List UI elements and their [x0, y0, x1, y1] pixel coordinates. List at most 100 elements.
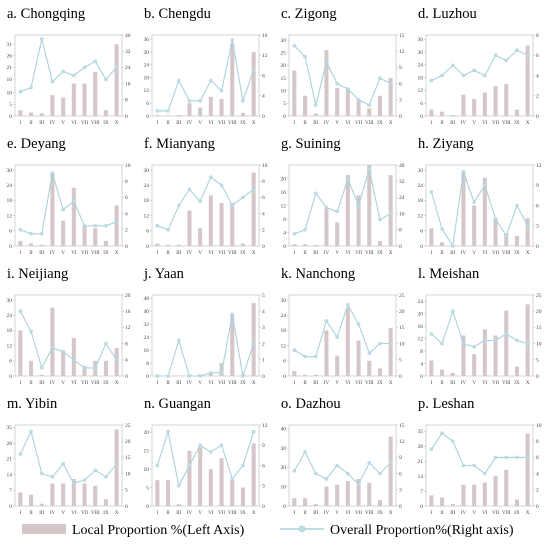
panel-title: p. Leshan [418, 396, 475, 412]
x-tick-label: I [20, 121, 22, 126]
x-tick-label: III [176, 511, 181, 516]
x-tick-label: I [431, 381, 433, 386]
x-tick-label: III [176, 121, 181, 126]
x-tick-label: X [115, 121, 119, 126]
bar-local-proportion [166, 244, 171, 246]
bar-local-proportion [103, 360, 108, 376]
left-tick-label: 28 [7, 441, 13, 447]
x-tick-label: IV [461, 121, 467, 126]
x-tick-label: VI [208, 511, 214, 516]
line-point [104, 474, 108, 479]
bar-local-proportion [39, 503, 44, 506]
line-point [29, 329, 33, 334]
x-tick-label: X [526, 121, 530, 126]
bar-local-proportion [472, 354, 477, 376]
x-tick-label: II [303, 381, 307, 386]
line-point [176, 483, 181, 488]
left-tick-label: 35 [7, 425, 13, 431]
x-tick-label: VII [218, 121, 225, 126]
line-point [483, 183, 487, 188]
x-tick-label: X [389, 381, 393, 386]
x-tick-label: VII [492, 511, 499, 516]
right-tick-label: 8 [125, 179, 128, 185]
left-tick-label: 24 [144, 335, 150, 341]
x-tick-label: VIII [365, 121, 374, 126]
line-point [219, 183, 224, 188]
x-tick-label: III [39, 511, 44, 516]
right-tick-label: 20 [536, 309, 542, 315]
line-point [104, 77, 108, 82]
right-tick-label: 6 [536, 53, 539, 59]
line-overall-proportion [20, 172, 117, 235]
x-tick-label: IV [50, 121, 56, 126]
x-tick-label: X [252, 121, 256, 126]
line-point [324, 477, 329, 481]
left-tick-label: 18 [418, 198, 424, 204]
line-point [72, 357, 76, 362]
bar-local-proportion [345, 175, 350, 246]
left-tick-label: 24 [418, 63, 424, 69]
plot-frame [425, 294, 534, 377]
bar-local-proportion [198, 447, 203, 506]
left-tick-label: 18 [144, 75, 150, 81]
left-tick-label: 20 [144, 430, 150, 436]
x-tick-label: V [61, 121, 65, 126]
bar-local-proportion [93, 485, 98, 506]
left-tick-label: 12 [418, 213, 424, 219]
line-point [504, 455, 509, 460]
x-tick-label: VI [482, 381, 488, 386]
bar-local-proportion [292, 244, 297, 246]
right-tick-label: 0 [125, 374, 128, 380]
line-point [198, 374, 202, 378]
x-tick-label: VIII [228, 251, 237, 256]
right-tick-label: 4 [536, 471, 539, 477]
left-tick-label: 0 [9, 244, 12, 250]
panel-title: h. Ziyang [418, 136, 474, 152]
right-tick-label: 10 [125, 471, 131, 477]
x-tick-label: X [252, 251, 256, 256]
x-tick-label: II [166, 511, 170, 516]
bar-local-proportion [450, 114, 455, 116]
bar-local-proportion [367, 165, 372, 246]
line-point [525, 341, 530, 346]
line-point [303, 354, 307, 359]
plot-frame [288, 424, 397, 507]
right-tick-label: 0 [125, 114, 128, 120]
line-point [440, 431, 444, 435]
x-tick-label: VII [81, 251, 88, 256]
panel-title: f. Mianyang [144, 136, 215, 152]
plot-frame [151, 294, 260, 377]
x-tick-label: VIII [228, 381, 237, 386]
bar-local-proportion [482, 92, 487, 116]
right-tick-label: 0 [536, 504, 539, 510]
right-tick-label: 15 [536, 325, 542, 331]
x-tick-label: IX [103, 511, 109, 516]
bar-local-proportion [251, 52, 256, 116]
line-point [483, 338, 487, 343]
bar-local-proportion [18, 240, 23, 246]
line-point [18, 89, 23, 94]
bar-local-proportion [114, 348, 119, 376]
line-point [50, 79, 55, 84]
bar-local-proportion [356, 100, 361, 116]
x-tick-label: I [294, 511, 296, 516]
line-point [292, 43, 297, 48]
left-tick-label: 20 [281, 465, 287, 471]
legend-bar-label: Local Proportion %(Left Axis) [72, 523, 245, 538]
panel-title: n. Guangan [144, 396, 212, 412]
line-point [356, 203, 361, 208]
line-point [209, 370, 213, 375]
left-tick-label: 20 [281, 176, 287, 182]
line-point [429, 447, 434, 452]
legend: Local Proportion %(Left Axis) Overall Pr… [22, 523, 514, 538]
line-point [493, 338, 498, 343]
left-tick-label: 32 [144, 322, 150, 328]
line-point [187, 187, 192, 192]
right-tick-label: 16 [262, 33, 268, 39]
bar-local-proportion [377, 368, 382, 376]
x-tick-label: II [29, 381, 33, 386]
left-tick-label: 6 [420, 229, 423, 235]
left-tick-label: 21 [7, 457, 13, 463]
